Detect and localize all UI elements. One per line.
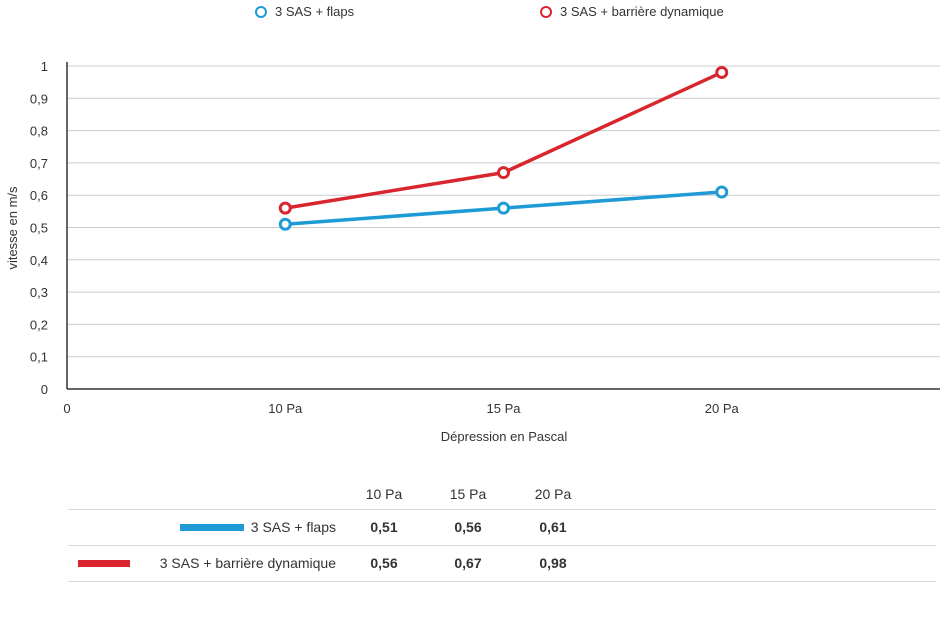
y-tick-label: 0,4 bbox=[30, 253, 48, 268]
y-tick-label: 0,5 bbox=[30, 221, 48, 236]
series-swatch-barriere bbox=[78, 560, 130, 567]
data-point bbox=[278, 201, 292, 215]
y-axis-title: vitesse en m/s bbox=[5, 186, 20, 270]
table-cell: 0,67 bbox=[454, 555, 482, 571]
grid-lines bbox=[67, 65, 940, 358]
table-row: 3 SAS + barrière dynamique 0,56 0,67 0,9… bbox=[68, 545, 936, 582]
y-tick-label: 0,8 bbox=[30, 124, 48, 139]
series-line-2 bbox=[284, 70, 723, 210]
data-point bbox=[715, 65, 729, 79]
y-tick-label: 0,2 bbox=[30, 317, 48, 332]
tick-labels: 0 0,1 0,2 0,3 0,4 0,5 0,6 0,7 0,8 0,9 1 0 10 Pa 15 Pa… bbox=[5, 59, 740, 444]
series-lines bbox=[278, 65, 729, 231]
x-tick-label: 15 Pa bbox=[487, 401, 522, 416]
y-tick-label: 0,6 bbox=[30, 188, 48, 203]
data-point bbox=[278, 217, 292, 231]
legend-item-flaps[interactable]: 3 SAS + flaps bbox=[255, 4, 354, 19]
axes bbox=[66, 62, 940, 390]
y-tick-label: 0 bbox=[41, 382, 48, 397]
data-point bbox=[497, 201, 510, 215]
y-tick-label: 0,3 bbox=[30, 285, 48, 300]
table-cell: 0,56 bbox=[454, 519, 482, 535]
x-tick-label: 10 Pa bbox=[268, 401, 303, 416]
y-tick-label: 1 bbox=[41, 59, 48, 74]
legend-marker-barriere-icon bbox=[540, 5, 552, 18]
table-header-10pa: 10 Pa bbox=[365, 486, 403, 502]
legend-label-flaps: 3 SAS + flaps bbox=[275, 4, 355, 19]
table-header-20pa: 20 Pa bbox=[534, 486, 572, 502]
legend-label-barriere: 3 SAS + barrière dynamique bbox=[560, 4, 724, 19]
table-row-label: 3 SAS + flaps bbox=[250, 519, 336, 535]
x-tick-label: 20 Pa bbox=[705, 401, 740, 416]
x-tick-label: 0 bbox=[63, 401, 70, 416]
table-row-label: 3 SAS + barrière dynamique bbox=[159, 555, 336, 571]
legend-item-barriere[interactable]: 3 SAS + barrière dynamique bbox=[540, 4, 724, 19]
data-table: 10 Pa 15 Pa 20 Pa 3 SAS + flaps 0,51 0,5… bbox=[68, 481, 936, 582]
table-header-row: 10 Pa 15 Pa 20 Pa bbox=[68, 481, 936, 509]
table-cell: 0,56 bbox=[370, 555, 398, 571]
table-cell: 0,51 bbox=[370, 519, 398, 535]
y-tick-label: 0,7 bbox=[30, 156, 48, 171]
legend-marker-flaps-icon bbox=[255, 5, 267, 18]
data-point bbox=[715, 185, 729, 199]
y-tick-label: 0,1 bbox=[30, 350, 48, 365]
y-tick-label: 0,9 bbox=[30, 91, 48, 106]
data-point bbox=[497, 166, 510, 180]
line-chart: 0 0,1 0,2 0,3 0,4 0,5 0,6 0,7 0,8 0,9 1 0 10 Pa 15 Pa… bbox=[5, 59, 940, 444]
x-axis-title: Dépression en Pascal bbox=[441, 429, 568, 444]
table-cell: 0,98 bbox=[539, 555, 567, 571]
table-cell: 0,61 bbox=[539, 519, 567, 535]
table-row: 3 SAS + flaps 0,51 0,56 0,61 bbox=[68, 509, 936, 545]
table-header-15pa: 15 Pa bbox=[449, 486, 487, 502]
series-swatch-flaps bbox=[180, 524, 244, 531]
